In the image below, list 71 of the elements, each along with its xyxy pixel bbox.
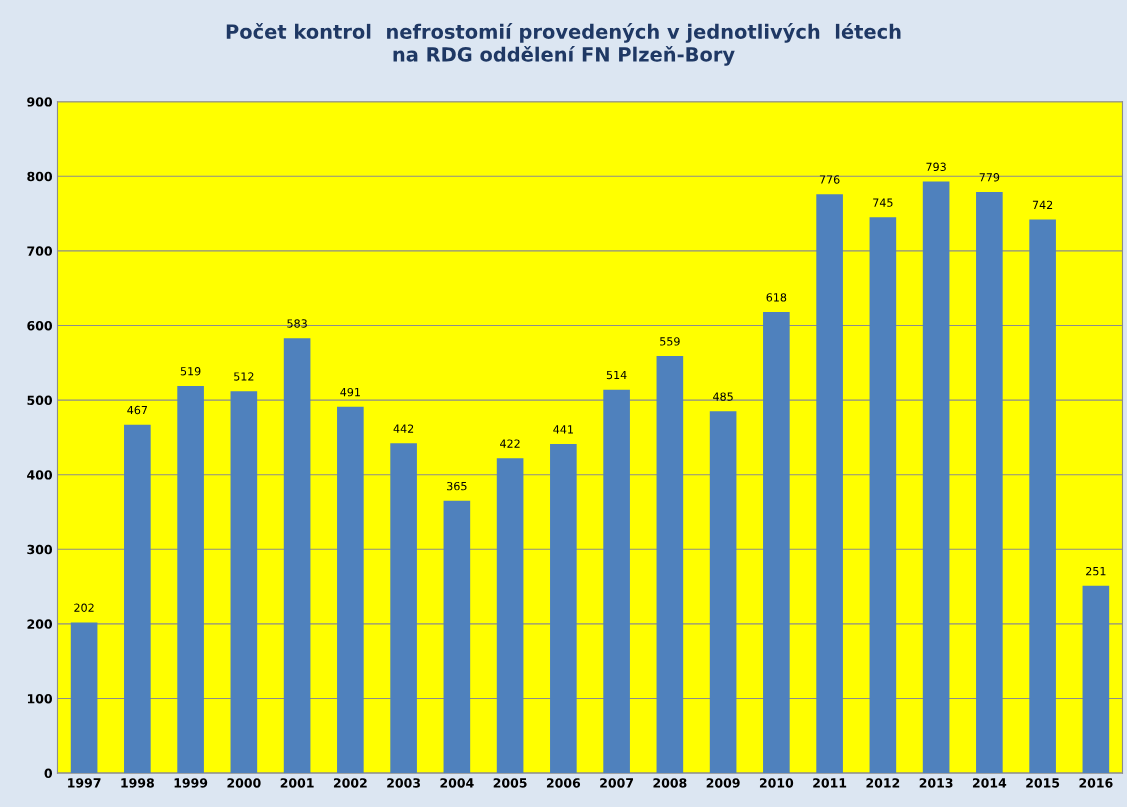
x-tick-label: 2005 (493, 778, 527, 788)
bar (177, 385, 204, 774)
x-tick-label: 2013 (919, 778, 953, 788)
bar (816, 194, 843, 774)
x-tick-label: 1999 (174, 778, 208, 788)
bar (603, 389, 630, 774)
data-label: 745 (873, 198, 893, 207)
bar (496, 458, 524, 774)
data-label: 583 (287, 319, 307, 328)
data-label: 365 (447, 481, 467, 491)
data-label: 514 (606, 370, 627, 380)
bar (337, 406, 364, 774)
y-tick-label: 600 (27, 320, 53, 331)
y-tick-label: 200 (27, 619, 53, 629)
x-tick-label: 2008 (653, 778, 687, 788)
bar (70, 622, 98, 774)
x-tick-label: 2016 (1079, 778, 1113, 788)
bar (922, 181, 950, 774)
data-label: 512 (234, 372, 254, 381)
y-tick-label: 100 (27, 693, 53, 704)
bar (124, 424, 151, 774)
x-tick-label: 1998 (121, 778, 154, 788)
x-tick-label: 2014 (972, 778, 1007, 788)
x-tick-label: 1997 (68, 778, 101, 788)
data-label: 779 (979, 173, 1000, 182)
bar (550, 444, 577, 774)
x-tick-label: 2003 (387, 778, 421, 788)
x-tick-label: 2015 (1026, 778, 1060, 788)
x-tick-label: 2000 (227, 778, 261, 788)
data-label: 742 (1032, 200, 1053, 209)
x-tick-label: 2004 (440, 778, 474, 788)
x-tick-label: 2010 (759, 778, 794, 788)
bar (869, 217, 897, 774)
bar (283, 338, 311, 774)
data-label: 202 (74, 603, 94, 612)
chart-title: Počet kontrol nefrostomií provedených v jednotlivých létech na RDG oddělení FN Plzeň-Bory (226, 23, 901, 66)
data-label: 485 (713, 392, 733, 401)
bar (230, 391, 258, 774)
y-tick-label: 900 (27, 97, 53, 107)
x-tick-label: 2012 (866, 778, 900, 788)
data-label: 618 (766, 293, 787, 302)
y-tick-label: 500 (27, 395, 53, 406)
y-tick-label: 800 (27, 171, 53, 182)
bar (763, 312, 790, 774)
bar (443, 500, 471, 774)
bar (1082, 585, 1110, 774)
bar (709, 411, 737, 774)
data-label: 467 (127, 405, 148, 415)
data-label: 776 (819, 175, 840, 184)
x-tick-label: 2002 (333, 778, 367, 788)
y-tick-label: 300 (27, 544, 53, 555)
data-label: 793 (926, 162, 946, 172)
x-tick-label: 2001 (280, 778, 314, 788)
x-tick-label: 2009 (706, 778, 740, 788)
bar (1029, 219, 1056, 774)
data-label: 251 (1086, 566, 1106, 576)
data-label: 519 (180, 367, 201, 376)
y-tick-label: 700 (27, 246, 53, 256)
y-tick-label: 0 (44, 768, 53, 779)
data-label: 559 (660, 337, 680, 346)
x-tick-label: 2011 (813, 778, 847, 788)
bar (656, 356, 684, 774)
y-tick-label: 400 (27, 470, 53, 480)
bar (390, 443, 417, 774)
data-label: 491 (340, 387, 360, 397)
x-tick-label: 2006 (546, 778, 581, 788)
x-tick-label: 2007 (600, 778, 634, 788)
data-label: 442 (393, 424, 414, 433)
bar (976, 191, 1003, 774)
data-label: 422 (500, 439, 520, 448)
data-label: 441 (553, 425, 573, 434)
